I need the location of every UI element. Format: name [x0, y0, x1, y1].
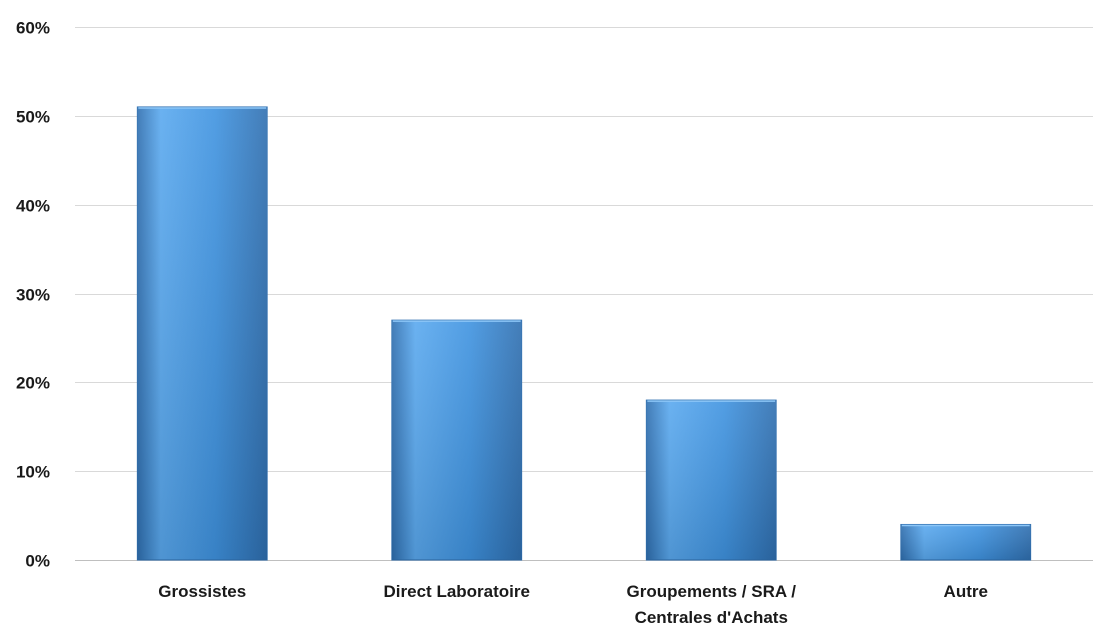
- x-category-label-line: Grossistes: [158, 582, 246, 601]
- x-category-label: Direct Laboratoire: [384, 582, 530, 601]
- y-tick-label: 60%: [16, 19, 50, 38]
- y-tick-label: 20%: [16, 374, 50, 393]
- bar-shade: [900, 524, 1031, 560]
- bar-shade: [391, 320, 522, 560]
- y-tick-label: 10%: [16, 463, 50, 482]
- x-category-label-line: Centrales d'Achats: [635, 608, 788, 627]
- y-tick-label: 0%: [25, 552, 50, 571]
- bar-group: [136, 106, 268, 561]
- x-category-label: Autre: [944, 582, 988, 601]
- bar-shade: [646, 400, 777, 560]
- bar-group: [391, 319, 523, 561]
- x-category-label-line: Direct Laboratoire: [384, 582, 530, 601]
- y-tick-label: 30%: [16, 286, 50, 305]
- x-category-label: Groupements / SRA / Centrales d'Achats: [627, 582, 797, 627]
- x-category-label-line: Groupements / SRA /: [627, 582, 797, 601]
- y-tick-label: 40%: [16, 197, 50, 216]
- bar-group: [900, 523, 1032, 561]
- x-axis-category-labels: Grossistes Direct Laboratoire Groupements …: [158, 582, 988, 627]
- bars: [136, 106, 1032, 561]
- y-axis-tick-labels: 0% 10% 20% 30% 40% 50% 60%: [16, 19, 50, 571]
- x-category-label: Grossistes: [158, 582, 246, 601]
- x-category-label-line: Autre: [944, 582, 988, 601]
- y-tick-label: 50%: [16, 108, 50, 127]
- bar-group: [645, 399, 777, 561]
- bar-shade: [137, 106, 268, 560]
